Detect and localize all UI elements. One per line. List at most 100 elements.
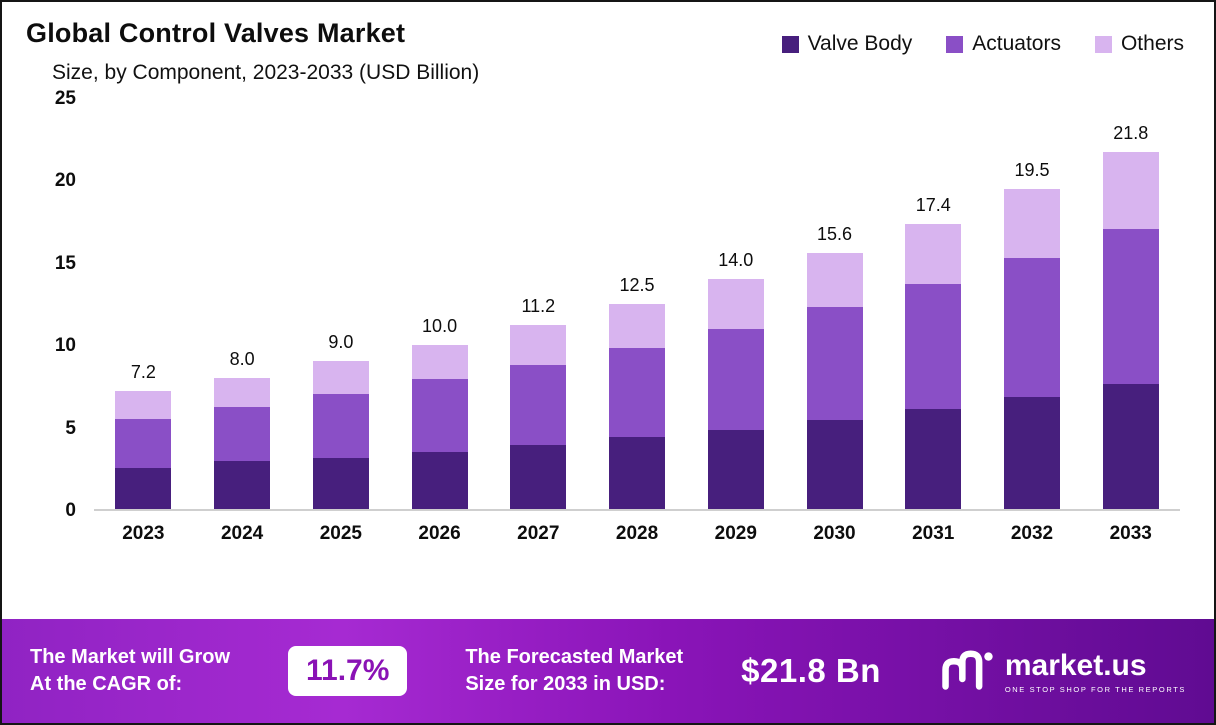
bar-segment-valve-body[interactable] [411,451,468,509]
legend-label: Others [1120,32,1184,55]
bar-segment-others[interactable] [411,345,468,380]
title-block: Global Control Valves Market Size, by Co… [26,18,479,85]
bar-column[interactable]: 8.0 [193,99,292,509]
bar-column[interactable]: 17.4 [884,99,983,509]
bar-stack [312,361,369,509]
chart-header: Global Control Valves Market Size, by Co… [2,18,1214,85]
bar-segment-valve-body[interactable] [1003,397,1060,509]
cagr-label-line: At the CAGR of: [30,673,183,695]
bar-total-label: 11.2 [521,296,556,317]
bar-segment-valve-body[interactable] [806,420,863,509]
bar-segment-actuators[interactable] [510,364,567,446]
brand[interactable]: market.us ONE STOP SHOP FOR THE REPORTS [939,649,1186,694]
bar-stack [214,377,271,509]
bar-total-label: 7.2 [130,361,156,382]
brand-tagline: ONE STOP SHOP FOR THE REPORTS [1004,684,1186,694]
forecast-label: The Forecasted Market Size for 2033 in U… [465,644,683,698]
y-tick-label: 25 [54,88,76,109]
bar-segment-valve-body[interactable] [905,408,962,509]
bar-segment-others[interactable] [312,361,369,395]
bar-segment-valve-body[interactable] [115,468,172,509]
bar-segment-actuators[interactable] [707,328,764,431]
bar-segment-actuators[interactable] [214,407,271,462]
bar-segment-others[interactable] [806,253,863,308]
bar-segment-actuators[interactable] [609,348,666,437]
legend-label: Actuators [972,32,1061,55]
bar-total-label: 15.6 [816,224,853,245]
bar-segment-valve-body[interactable] [312,458,369,509]
bar-stack [905,223,962,509]
x-axis-label: 2027 [517,523,560,544]
bar-segment-others[interactable] [510,325,567,365]
bar-stack [1003,189,1060,509]
x-axis-label: 2026 [418,523,461,544]
cagr-value-badge: 11.7% [287,646,408,696]
bar-segment-actuators[interactable] [806,307,863,421]
legend-swatch [781,35,799,53]
bar-segment-actuators[interactable] [115,418,172,468]
legend-label: Valve Body [807,32,913,55]
brand-name: market.us [1004,648,1147,682]
bar-stack [115,390,172,509]
bar-segment-others[interactable] [905,223,962,285]
bar-segment-valve-body[interactable] [609,436,666,509]
bar-total-label: 9.0 [328,332,354,353]
bars-row: 7.2 8.0 9.0 10.0 11.2 12.5 14.0 15.6 17.4 19.5 21.… [94,99,1180,511]
x-axis-label: 2025 [319,523,362,544]
bar-segment-others[interactable] [214,377,271,408]
legend-item-valve-body[interactable]: Valve Body [781,32,913,56]
legend: Valve Body Actuators Others [781,32,1184,56]
bar-segment-others[interactable] [1102,151,1159,229]
legend-item-actuators[interactable]: Actuators [946,32,1061,56]
bar-column[interactable]: 12.5 [588,99,687,509]
bar-segment-actuators[interactable] [312,394,369,459]
plot-area: 0 5 10 15 20 25 7.2 8.0 9.0 10.0 11.2 12.5 14.0 15.6… [55,88,1180,521]
bar-column[interactable]: 21.8 [1081,99,1180,509]
footer-banner: The Market will Grow At the CAGR of: 11.… [2,619,1214,723]
bar-total-label: 14.0 [718,250,754,271]
bar-segment-actuators[interactable] [905,284,962,409]
bar-column[interactable]: 7.2 [94,99,193,509]
x-axis-row: 2023 2024 2025 2026 2027 2028 2029 2030 2031 2032… [94,523,1180,565]
legend-swatch [946,35,964,53]
bar-segment-valve-body[interactable] [1102,384,1159,509]
x-axis-label: 2030 [813,523,856,544]
bar-stack [707,279,764,509]
bar-segment-others[interactable] [115,390,172,419]
bar-total-label: 8.0 [229,348,255,369]
bar-column[interactable]: 11.2 [489,99,588,509]
bar-column[interactable]: 19.5 [983,99,1082,509]
chart-section: Global Control Valves Market Size, by Co… [2,2,1214,619]
brand-text: market.us ONE STOP SHOP FOR THE REPORTS [1005,649,1186,694]
bar-column[interactable]: 10.0 [390,99,489,509]
bar-segment-actuators[interactable] [1003,258,1060,398]
bar-segment-actuators[interactable] [1102,228,1159,385]
x-axis-label: 2029 [714,523,757,544]
legend-swatch [1094,35,1112,53]
y-tick-label: 15 [54,252,76,274]
x-axis-label: 2031 [912,523,955,544]
bar-column[interactable]: 15.6 [785,99,884,509]
bar-segment-valve-body[interactable] [510,445,567,509]
x-axis-label: 2028 [615,523,659,544]
x-axis-label: 2023 [122,523,165,544]
bar-column[interactable]: 9.0 [291,99,390,509]
bar-column[interactable]: 14.0 [686,99,785,509]
forecast-label-line: The Forecasted Market [465,646,684,668]
y-tick-label: 10 [54,335,76,357]
bar-segment-others[interactable] [707,279,764,329]
cagr-label: The Market will Grow At the CAGR of: [30,644,230,698]
bar-segment-others[interactable] [1003,189,1060,259]
bar-segment-valve-body[interactable] [214,461,271,509]
x-axis-label: 2024 [220,523,264,544]
bar-segment-actuators[interactable] [411,379,468,452]
bar-stack [806,253,863,509]
legend-item-others[interactable]: Others [1094,32,1184,56]
bar-segment-others[interactable] [609,304,666,349]
marketus-logo-icon [942,650,993,690]
bar-total-label: 10.0 [422,316,458,337]
bar-segment-valve-body[interactable] [707,430,764,509]
y-tick-label: 0 [65,500,76,521]
forecast-value: $21.8 Bn [741,652,881,689]
